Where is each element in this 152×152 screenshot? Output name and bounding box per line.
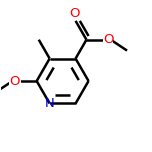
Text: N: N xyxy=(45,97,55,110)
Text: O: O xyxy=(69,7,80,20)
Text: O: O xyxy=(10,74,20,88)
Text: O: O xyxy=(103,33,113,46)
